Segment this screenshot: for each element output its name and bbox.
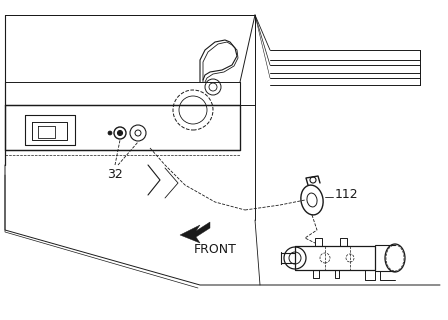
Circle shape [108,131,112,135]
Text: 112: 112 [335,188,359,202]
Circle shape [117,131,122,135]
Text: 32: 32 [107,168,123,181]
Polygon shape [180,222,210,243]
Text: FRONT: FRONT [194,243,237,256]
